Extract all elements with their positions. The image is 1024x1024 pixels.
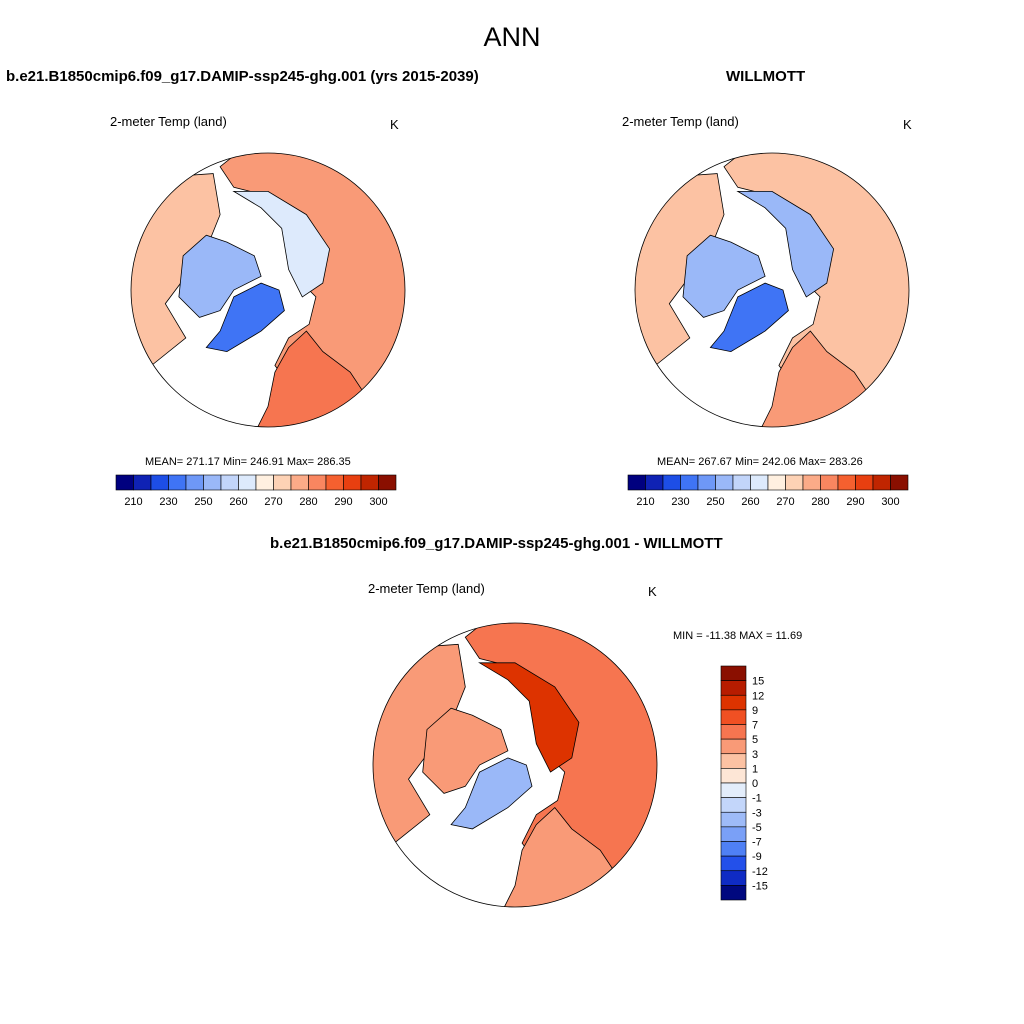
diff-colorbar-box (720, 724, 747, 740)
obs-siberia-cold-region (736, 191, 835, 298)
obs-variable-label: 2-meter Temp (land) (622, 114, 739, 129)
obs-map-outline (634, 152, 910, 428)
diff-colorbar-box (720, 885, 747, 901)
diff-colorbar-box (720, 811, 747, 828)
diff-variable-label: 2-meter Temp (land) (368, 581, 485, 596)
diff-colorbar-box (720, 680, 747, 696)
diff-colorbar-box (720, 841, 747, 857)
model-colorbar-tick-label: 230 (159, 496, 177, 508)
model-greenland (205, 282, 285, 353)
model-variable-label: 2-meter Temp (land) (110, 114, 227, 129)
diff-canadian-archipelago (422, 707, 509, 794)
diff-colorbar-tick-label: 9 (752, 705, 758, 717)
diff-colorbar-box (720, 694, 747, 711)
diff-colorbar-tick-label: -5 (752, 822, 762, 834)
obs-colorbar-tick-label: 210 (636, 496, 654, 508)
model-panel-title: b.e21.B1850cmip6.f09_g17.DAMIP-ssp245-gh… (6, 68, 479, 85)
obs-canadian-archipelago (682, 234, 766, 318)
model-colorbar-tick-label: 210 (124, 496, 142, 508)
model-siberia-cold-region (232, 191, 331, 298)
obs-colorbar-tick-label: 280 (811, 496, 829, 508)
diff-colorbar-tick-label: 1 (752, 763, 758, 775)
diff-map-outline (372, 622, 658, 908)
model-map-outline (130, 152, 406, 428)
diff-panel-title: b.e21.B1850cmip6.f09_g17.DAMIP-ssp245-gh… (270, 535, 723, 552)
diff-colorbar-tick-label: 0 (752, 778, 758, 790)
diff-colorbar-box (720, 870, 747, 886)
diff-greenland (450, 757, 533, 830)
obs-colorbar-box (890, 474, 909, 491)
model-units-label: K (390, 117, 399, 132)
obs-panel-title: WILLMOTT (726, 68, 806, 85)
obs-colorbar-tick-label: 270 (776, 496, 794, 508)
diff-siberia-cold-region (478, 662, 580, 773)
model-colorbar-tick-label: 300 (369, 496, 387, 508)
diff-colorbar-tick-label: -1 (752, 793, 762, 805)
diff-units-label: K (648, 584, 657, 599)
diff-colorbar-tick-label: 3 (752, 749, 758, 761)
diff-colorbar-box (720, 709, 747, 725)
diff-stats: MIN = -11.38 MAX = 11.69 (673, 630, 803, 642)
obs-greenland (709, 282, 789, 353)
model-colorbar-tick-label: 280 (299, 496, 317, 508)
obs-colorbar-tick-label: 290 (846, 496, 864, 508)
obs-stats: MEAN= 267.67 Min= 242.06 Max= 283.26 (657, 456, 863, 468)
diff-colorbar-tick-label: 5 (752, 734, 758, 746)
diff-colorbar-box (720, 782, 747, 798)
diff-colorbar-box (720, 665, 747, 681)
model-colorbar-tick-label: 290 (334, 496, 352, 508)
obs-colorbar-tick-label: 260 (741, 496, 759, 508)
model-colorbar-tick-label: 250 (194, 496, 212, 508)
obs-colorbar-tick-label: 250 (706, 496, 724, 508)
model-stats: MEAN= 271.17 Min= 246.91 Max= 286.35 (145, 456, 351, 468)
model-colorbar-box (378, 474, 397, 491)
diff-colorbar-box (720, 738, 747, 755)
diff-colorbar-box (720, 797, 747, 813)
diff-colorbar-tick-label: 7 (752, 720, 758, 732)
obs-units-label: K (903, 117, 912, 132)
diff-colorbar-box (720, 753, 747, 769)
diff-colorbar-tick-label: -7 (752, 837, 762, 849)
diff-colorbar-tick-label: -15 (752, 880, 768, 892)
page-title: ANN (483, 22, 541, 52)
obs-colorbar-tick-label: 300 (881, 496, 899, 508)
model-colorbar-tick-label: 260 (229, 496, 247, 508)
obs-colorbar-tick-label: 230 (671, 496, 689, 508)
diff-colorbar-box (720, 826, 747, 842)
diff-colorbar-tick-label: -3 (752, 807, 762, 819)
diff-colorbar-tick-label: 15 (752, 676, 764, 688)
model-canadian-archipelago (178, 234, 262, 318)
diff-colorbar-tick-label: -9 (752, 851, 762, 863)
diff-colorbar-tick-label: -12 (752, 866, 768, 878)
diff-colorbar-box (720, 855, 747, 872)
model-colorbar-tick-label: 270 (264, 496, 282, 508)
diff-colorbar-box (720, 768, 747, 784)
diff-colorbar-tick-label: 12 (752, 690, 764, 702)
